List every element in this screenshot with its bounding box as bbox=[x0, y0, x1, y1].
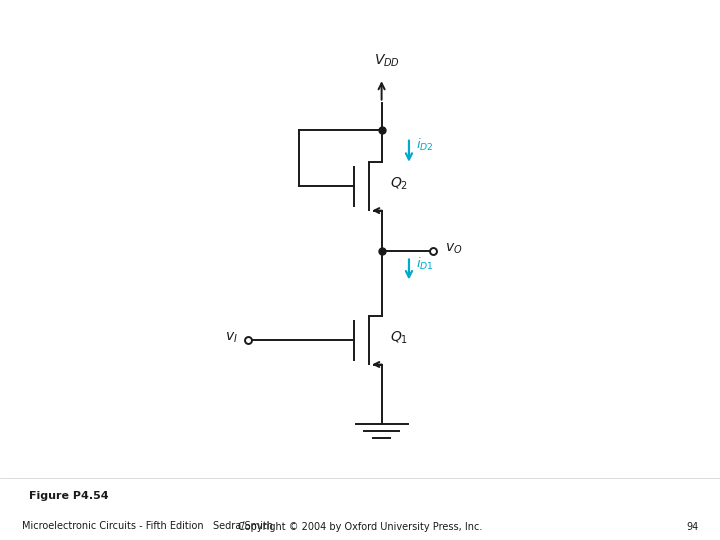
Text: $v_I$: $v_I$ bbox=[225, 330, 238, 345]
Text: $i_{D2}$: $i_{D2}$ bbox=[416, 137, 434, 153]
Text: $i_{D1}$: $i_{D1}$ bbox=[416, 255, 434, 272]
Text: $V_{DD}$: $V_{DD}$ bbox=[374, 52, 400, 69]
Text: Copyright © 2004 by Oxford University Press, Inc.: Copyright © 2004 by Oxford University Pr… bbox=[238, 522, 482, 531]
Text: 94: 94 bbox=[686, 522, 698, 531]
Text: $Q_2$: $Q_2$ bbox=[390, 176, 408, 192]
Text: Microelectronic Circuits - Fifth Edition   Sedra/Smith: Microelectronic Circuits - Fifth Edition… bbox=[22, 522, 273, 531]
Text: $Q_1$: $Q_1$ bbox=[390, 329, 408, 346]
Text: Figure P4.54: Figure P4.54 bbox=[29, 491, 109, 501]
Text: $v_O$: $v_O$ bbox=[445, 241, 462, 255]
